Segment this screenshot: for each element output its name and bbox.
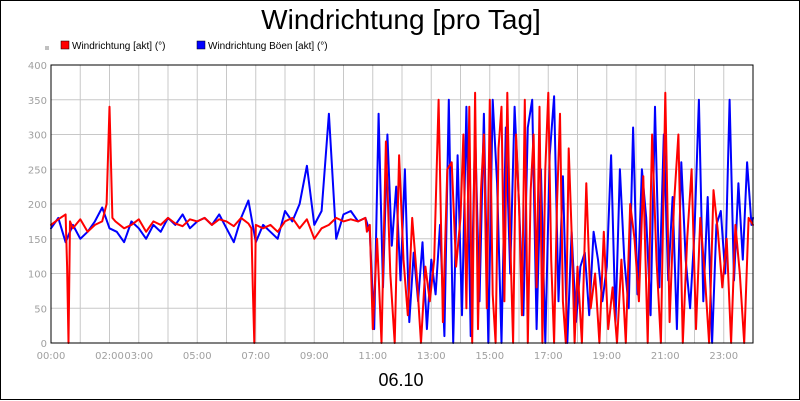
x-tick-label: 17:00 — [534, 351, 563, 362]
series-lines — [50, 91, 754, 344]
y-tick-label: 400 — [28, 61, 47, 72]
x-tick-label: 21:00 — [651, 351, 680, 362]
x-tick-label: 13:00 — [417, 351, 446, 362]
x-axis-date-label: 06.10 — [378, 370, 423, 390]
y-tick-label: 100 — [28, 270, 47, 281]
legend-marker-icon — [45, 46, 49, 50]
y-tick-label: 350 — [28, 96, 47, 107]
legend-swatch-gust-direction — [196, 40, 206, 50]
y-axis-ticks: 0 50 100 150 200 250 300 350 400 — [28, 61, 47, 350]
y-tick-label: 200 — [28, 200, 47, 211]
legend-label-gust-direction: Windrichtung Böen [akt] (°) — [208, 41, 328, 52]
x-tick-label: 07:00 — [241, 351, 270, 362]
x-tick-label: 09:00 — [300, 351, 329, 362]
x-tick-label: 23:00 — [709, 351, 738, 362]
x-axis-ticks: 00:00 02:00 03:00 05:00 07:00 09:00 11:00 13:00… — [37, 351, 739, 362]
legend-label-wind-direction: Windrichtung [akt] (°) — [72, 41, 165, 52]
y-tick-label: 300 — [28, 131, 47, 142]
legend-swatch-wind-direction — [60, 40, 70, 50]
y-tick-label: 0 — [41, 339, 47, 350]
y-tick-label: 250 — [28, 165, 47, 176]
chart-title: Windrichtung [pro Tag] — [261, 4, 541, 35]
legend: Windrichtung [akt] (°) Windrichtung Böen… — [45, 40, 328, 52]
x-tick-label: 00:00 — [37, 351, 66, 362]
x-tick-label: 02:00 — [95, 351, 124, 362]
series-line-wind-direction — [50, 91, 754, 344]
x-tick-label: 11:00 — [358, 351, 387, 362]
y-tick-label: 50 — [34, 304, 47, 315]
x-tick-label: 03:00 — [124, 351, 153, 362]
plot-border — [50, 64, 754, 344]
x-tick-label: 05:00 — [183, 351, 212, 362]
y-tick-label: 150 — [28, 235, 47, 246]
x-tick-label: 15:00 — [475, 351, 504, 362]
x-tick-label: 19:00 — [592, 351, 621, 362]
